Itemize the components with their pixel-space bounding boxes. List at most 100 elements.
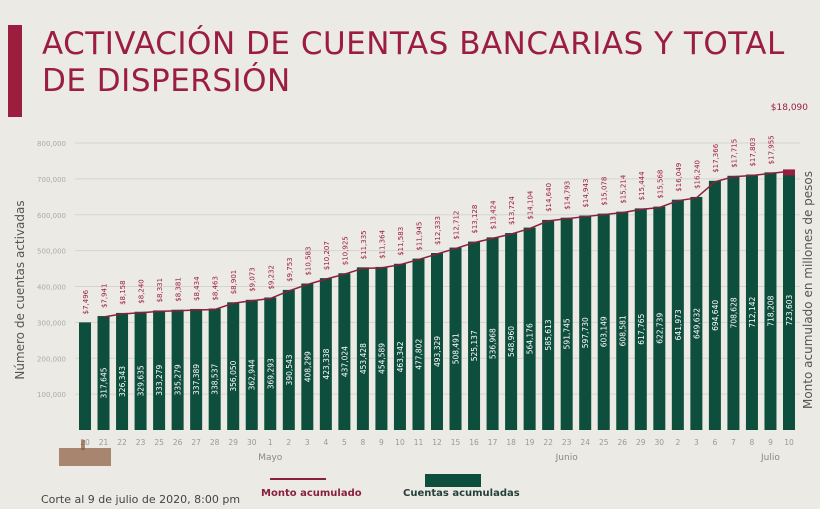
bar-value-label: 649,632 [692,308,701,339]
line-value-label: $16,240 [693,160,701,189]
line-value-label: $8,240 [138,279,146,304]
line-value-label: $11,583 [397,227,405,256]
x-tick-label: 6 [713,438,718,447]
line-value-label: $8,158 [119,280,127,305]
line-value-label: $14,640 [545,183,553,212]
x-tick-label: 12 [432,438,442,447]
line-value-label: $10,925 [341,236,349,265]
x-tick-label: 11 [414,438,424,447]
bar [616,211,629,430]
x-tick-label: 2 [675,438,680,447]
x-tick-label: 4 [323,438,328,447]
bar [634,208,647,430]
x-tick-label: 22 [117,438,127,447]
legend-cuentas-label: Cuentas acumuladas [403,488,520,499]
y-tick-label: 600,000 [37,212,66,220]
x-tick-label: 17 [488,438,498,447]
line-value-label: $11,364 [378,229,386,258]
x-tick-label: 26 [617,438,627,447]
bar-value-label: 723,603 [785,294,794,325]
bar [783,170,795,431]
y-tick-label: 500,000 [37,248,66,256]
line-value-label: $13,128 [471,205,479,234]
bar-value-label: 564,176 [526,323,535,354]
line-value-label: $14,943 [582,179,590,208]
line-value-label: $8,331 [156,278,164,303]
x-tick-label: 24 [580,438,590,447]
bar-value-label: 477,802 [414,339,423,370]
line-value-label: $7,496 [82,289,90,314]
line-value-label: $9,232 [267,265,275,290]
x-tick-label: 30 [247,438,257,447]
line-value-label: $17,715 [730,139,738,168]
line-value-label: $10,583 [304,247,312,276]
bar [171,309,184,430]
bar-value-label: 603,149 [600,316,609,347]
bar [523,227,536,430]
bar-value-label: 622,739 [655,313,664,344]
bar [745,174,758,430]
bar [708,180,721,430]
x-tick-label: 23 [136,438,146,447]
line-value-label: $14,104 [527,190,535,219]
line-value-label: $17,955 [767,135,775,164]
bar-value-label: 369,293 [266,358,275,389]
y2-axis-label: Monto acumulado en millones de pesos [801,171,815,409]
x-tick-label: 10 [395,438,405,447]
bar [301,283,314,430]
bar [116,312,129,430]
bar-value-label: 617,765 [637,313,646,344]
x-tick-label: 19 [525,438,535,447]
government-logo [59,440,111,466]
bar-value-label: 362,944 [248,359,257,390]
bar [597,213,610,430]
x-tick-label: 7 [731,438,736,447]
x-tick-label: 15 [451,438,461,447]
line-value-label: $12,712 [453,211,461,240]
bar-value-label: 333,279 [155,364,164,395]
y-tick-label: 400,000 [37,284,66,292]
line-value-label: $8,463 [212,276,220,301]
bar [468,241,481,430]
bar [393,263,406,430]
line-value-label: $13,424 [490,200,498,229]
bar-value-label: 585,613 [544,319,553,350]
x-tick-label: 2 [286,438,291,447]
bar-value-label: 718,208 [766,295,775,326]
bar [449,247,462,430]
bar [134,311,147,430]
line-value-label: $12,333 [434,216,442,245]
legend-bar-swatch [425,474,481,487]
y-tick-label: 700,000 [37,176,66,184]
bar [486,237,499,430]
bar-value-label: 337,389 [192,364,201,395]
x-tick-label: 30 [655,438,665,447]
bar-value-label: 454,589 [377,343,386,374]
line-value-label: $15,568 [656,170,664,199]
x-tick-label: 9 [768,438,773,447]
bar-value-label: 329,635 [137,365,146,396]
bar [338,273,351,430]
bar [282,289,295,430]
y-tick-label: 100,000 [37,391,66,399]
bar-value-label: 694,640 [711,300,720,331]
y-tick-label: 200,000 [37,355,66,363]
bar [727,175,740,430]
line-value-label: $7,941 [101,284,109,309]
line-value-label: $13,724 [508,196,516,225]
line-value-label: $8,434 [193,276,201,301]
bar [208,308,221,430]
line-value-label: $8,901 [230,270,238,295]
x-tick-label: 26 [173,438,183,447]
bar-value-label: 641,973 [674,309,683,340]
bar [412,258,425,430]
x-tick-label: 29 [636,438,646,447]
bar [542,219,555,430]
bar-value-label: 326,343 [118,366,127,397]
x-tick-label: 23 [562,438,572,447]
bar [356,267,369,430]
bar-value-label: 390,543 [285,354,294,385]
bar [264,297,277,430]
x-tick-label: 8 [750,438,755,447]
bar [227,302,240,430]
